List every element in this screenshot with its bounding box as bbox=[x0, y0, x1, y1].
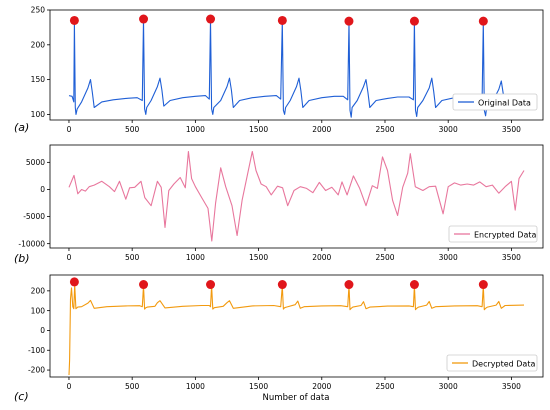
x-tick-label: 3000 bbox=[439, 382, 458, 391]
panel-b-x-ticks: 0 500 1000 1500 2000 2500 3000 3500 bbox=[67, 248, 521, 262]
panel-a-y-ticks: 100 150 200 250 bbox=[31, 6, 50, 119]
peak-marker bbox=[69, 15, 79, 25]
peak-marker bbox=[277, 15, 287, 25]
x-tick-label: 500 bbox=[125, 125, 140, 134]
x-tick-label: 2000 bbox=[312, 125, 331, 134]
peak-marker bbox=[409, 16, 419, 26]
peak-marker bbox=[478, 280, 488, 290]
x-tick-label: 1000 bbox=[186, 253, 205, 262]
peak-marker bbox=[69, 277, 79, 287]
panel-c-legend-box bbox=[446, 354, 538, 372]
x-tick-label: 3500 bbox=[502, 125, 521, 134]
x-tick-label: 1000 bbox=[186, 382, 205, 391]
panel-b-label: (b) bbox=[14, 252, 30, 265]
peak-marker bbox=[206, 280, 216, 290]
y-tick-label: 0 bbox=[40, 185, 45, 194]
panel-b-y-ticks: -10000 -5000 0 5000 bbox=[18, 158, 50, 248]
y-tick-label: 5000 bbox=[26, 158, 45, 167]
y-tick-label: -10000 bbox=[18, 239, 45, 248]
y-tick-label: -200 bbox=[28, 366, 45, 375]
x-tick-label: 1000 bbox=[186, 125, 205, 134]
y-tick-label: 250 bbox=[31, 6, 46, 15]
y-tick-label: 200 bbox=[31, 40, 46, 49]
x-tick-label: 1500 bbox=[249, 382, 268, 391]
y-tick-label: -5000 bbox=[23, 212, 45, 221]
y-tick-label: 100 bbox=[31, 306, 46, 315]
panel-c-x-axis-label: Number of data bbox=[263, 393, 330, 403]
peak-marker bbox=[277, 280, 287, 290]
series-line bbox=[68, 19, 525, 118]
panel-c-plot bbox=[68, 284, 525, 376]
x-tick-label: 2000 bbox=[312, 253, 331, 262]
panel-a-legend: Original Data bbox=[452, 93, 538, 111]
y-tick-label: -100 bbox=[28, 346, 45, 355]
panel-c: -200 -100 0 100 200 0 500 1000 1500 2000 2500 3000… bbox=[14, 274, 544, 403]
peak-marker bbox=[344, 280, 354, 290]
panel-c-label: (c) bbox=[14, 390, 29, 403]
peak-marker bbox=[139, 280, 149, 290]
panel-a: 100 150 200 250 0 500 1000 1500 2000 2500 3000 350… bbox=[14, 6, 544, 134]
panel-c-legend: Decrypted Data bbox=[446, 354, 538, 372]
x-tick-label: 3000 bbox=[439, 253, 458, 262]
y-tick-label: 100 bbox=[31, 110, 46, 119]
peak-marker bbox=[206, 14, 216, 24]
x-tick-label: 500 bbox=[125, 382, 140, 391]
x-tick-label: 3500 bbox=[502, 253, 521, 262]
panel-b-plot bbox=[68, 150, 525, 242]
y-tick-label: 200 bbox=[31, 286, 46, 295]
panel-a-label: (a) bbox=[14, 121, 29, 134]
x-tick-label: 0 bbox=[67, 125, 72, 134]
panel-b-legend: Encrypted Data bbox=[448, 225, 538, 243]
panel-c-x-ticks: 0 500 1000 1500 2000 2500 3000 3500 bbox=[67, 377, 521, 391]
x-tick-label: 1500 bbox=[249, 125, 268, 134]
peak-marker bbox=[344, 16, 354, 26]
x-tick-label: 500 bbox=[125, 253, 140, 262]
peak-marker bbox=[478, 16, 488, 26]
x-tick-label: 2000 bbox=[312, 382, 331, 391]
series-line bbox=[68, 150, 525, 242]
panel-b: -10000 -5000 0 5000 0 500 1000 1500 2000 2500 300… bbox=[14, 144, 544, 265]
x-tick-label: 0 bbox=[67, 382, 72, 391]
x-tick-label: 2500 bbox=[375, 382, 394, 391]
series-line bbox=[68, 284, 525, 376]
x-tick-label: 3000 bbox=[439, 125, 458, 134]
panel-c-y-ticks: -200 -100 0 100 200 bbox=[28, 286, 50, 375]
x-tick-label: 2500 bbox=[375, 125, 394, 134]
panel-b-legend-label: Encrypted Data bbox=[474, 231, 537, 240]
panel-a-peak-markers bbox=[69, 14, 488, 26]
peak-marker bbox=[139, 14, 149, 24]
panel-c-peak-markers bbox=[69, 277, 488, 290]
panel-a-x-ticks: 0 500 1000 1500 2000 2500 3000 3500 bbox=[67, 120, 521, 134]
panel-a-legend-box bbox=[452, 93, 538, 111]
x-tick-label: 0 bbox=[67, 253, 72, 262]
x-tick-label: 3500 bbox=[502, 382, 521, 391]
y-tick-label: 0 bbox=[40, 326, 45, 335]
panel-a-plot bbox=[68, 19, 525, 118]
peak-marker bbox=[409, 280, 419, 290]
panel-a-legend-label: Original Data bbox=[478, 99, 531, 108]
x-tick-label: 1500 bbox=[249, 253, 268, 262]
panel-c-legend-label: Decrypted Data bbox=[472, 360, 535, 369]
y-tick-label: 150 bbox=[31, 75, 46, 84]
panel-b-legend-box bbox=[448, 225, 538, 243]
x-tick-label: 2500 bbox=[375, 253, 394, 262]
